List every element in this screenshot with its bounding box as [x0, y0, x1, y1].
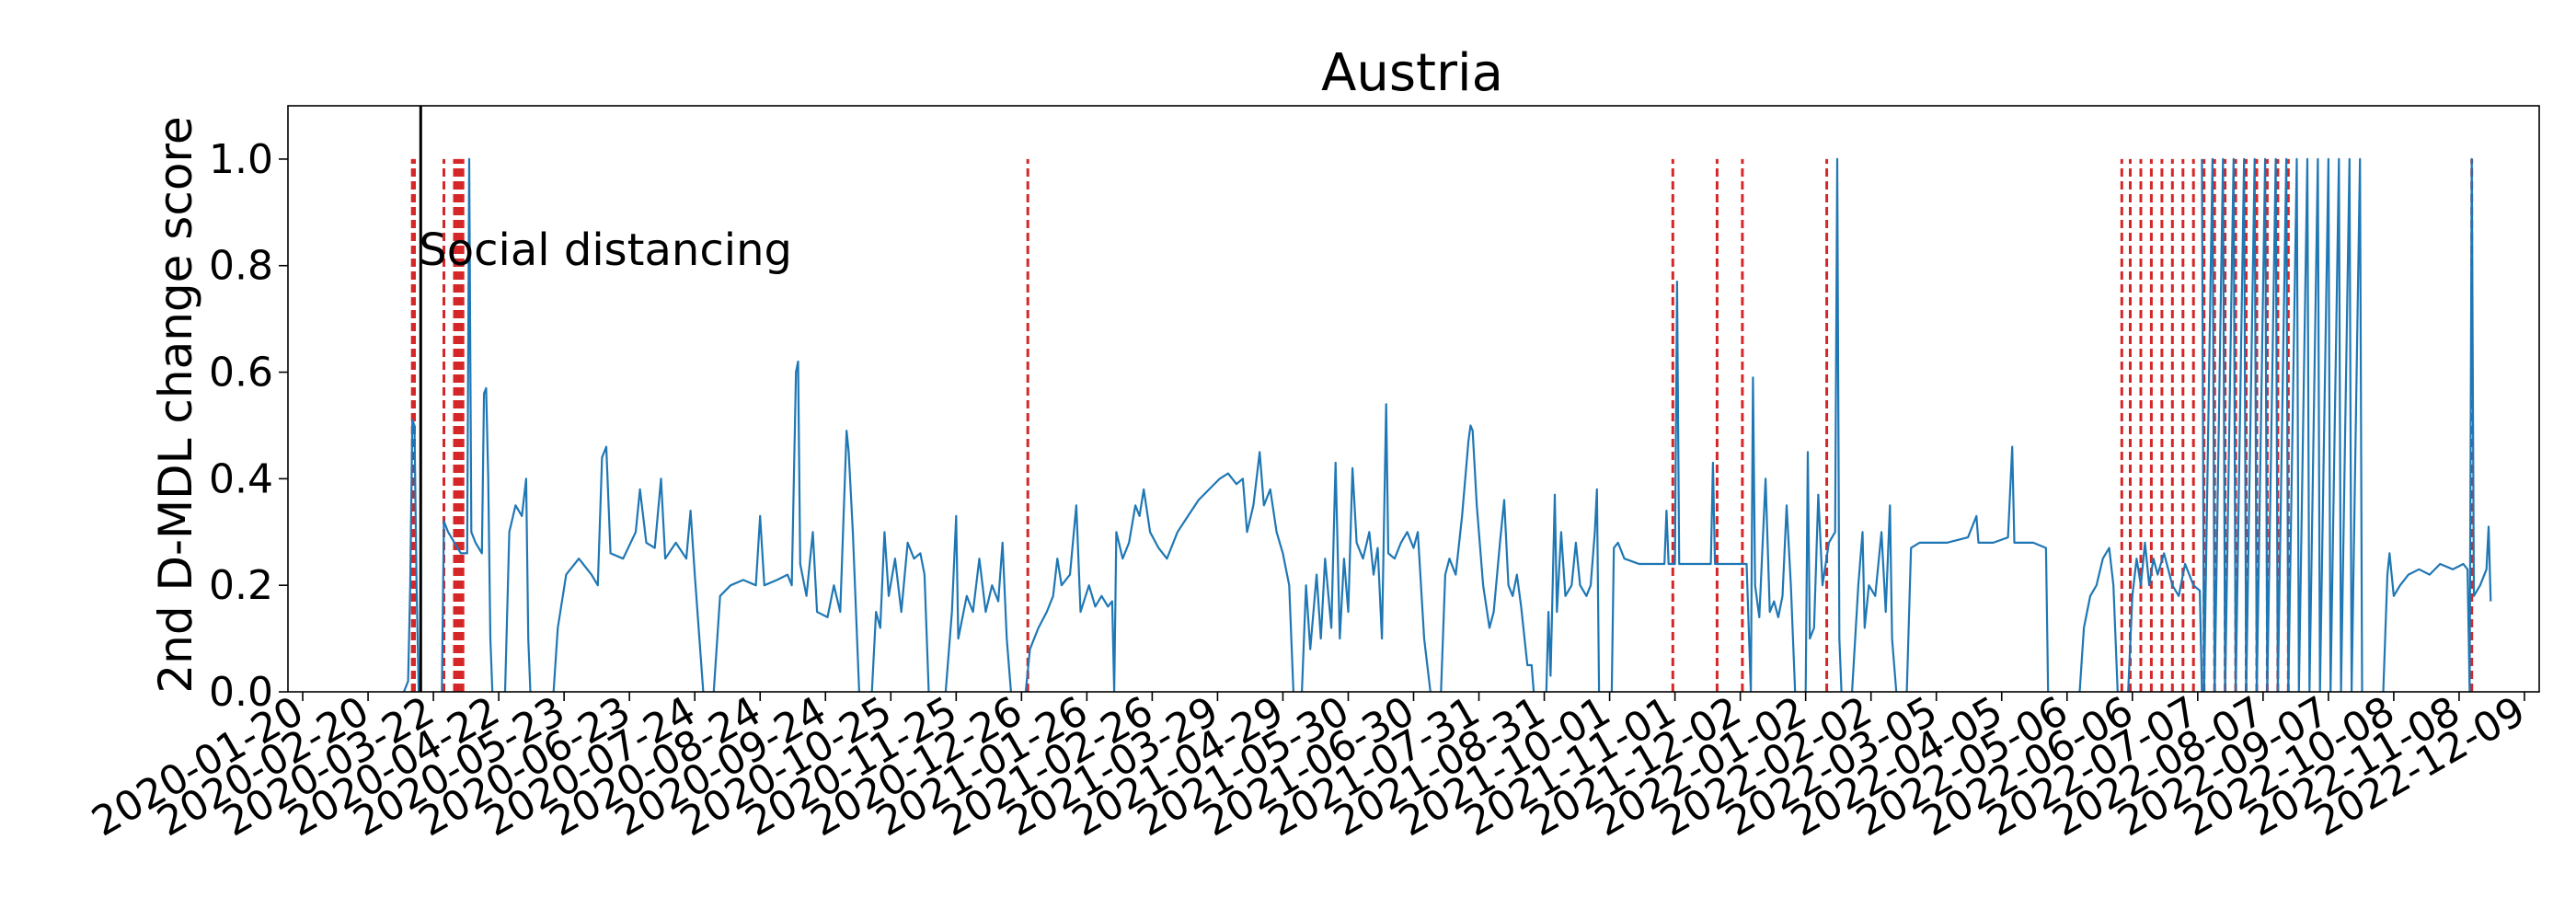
- chart-title: Austria: [1321, 43, 1503, 103]
- series-line: [1301, 403, 1432, 692]
- series-line: [2201, 157, 2363, 692]
- series-layer: [402, 157, 2492, 692]
- event-annotation: Social distancing: [419, 224, 792, 276]
- y-tick-label: 0.2: [209, 562, 273, 609]
- series-line: [1024, 451, 1294, 692]
- series-line: [1905, 445, 2050, 692]
- series-line: [402, 419, 420, 692]
- event-layer: Social distancing: [419, 106, 792, 692]
- series-line: [2382, 157, 2492, 692]
- series-line: [944, 514, 1012, 692]
- y-tick-label: 1.0: [209, 136, 273, 183]
- y-tick-label: 0.0: [209, 669, 273, 716]
- y-tick-label: 0.6: [209, 350, 273, 397]
- series-line: [2127, 541, 2203, 692]
- series-line: [441, 157, 494, 692]
- y-axis: 0.0 0.2 0.4 0.6 0.8 1.0: [209, 136, 288, 716]
- x-axis: 2020-01-202020-02-202020-03-222020-04-22…: [85, 687, 2534, 845]
- series-line: [870, 531, 930, 692]
- y-axis-label: 2nd D-MDL change score: [149, 116, 202, 693]
- series-line: [712, 360, 860, 692]
- series-line: [2078, 546, 2119, 692]
- series-line: [503, 477, 532, 692]
- series-line: [1440, 424, 1535, 692]
- series-line: [1851, 504, 1898, 692]
- plot-area: Social distancing: [287, 105, 2540, 693]
- series-line: [1610, 281, 1797, 692]
- series-line: [1804, 157, 1843, 692]
- series-line: [552, 445, 705, 692]
- y-tick-label: 0.8: [209, 243, 273, 290]
- y-tick-label: 0.4: [209, 455, 273, 502]
- series-line: [1545, 488, 1601, 692]
